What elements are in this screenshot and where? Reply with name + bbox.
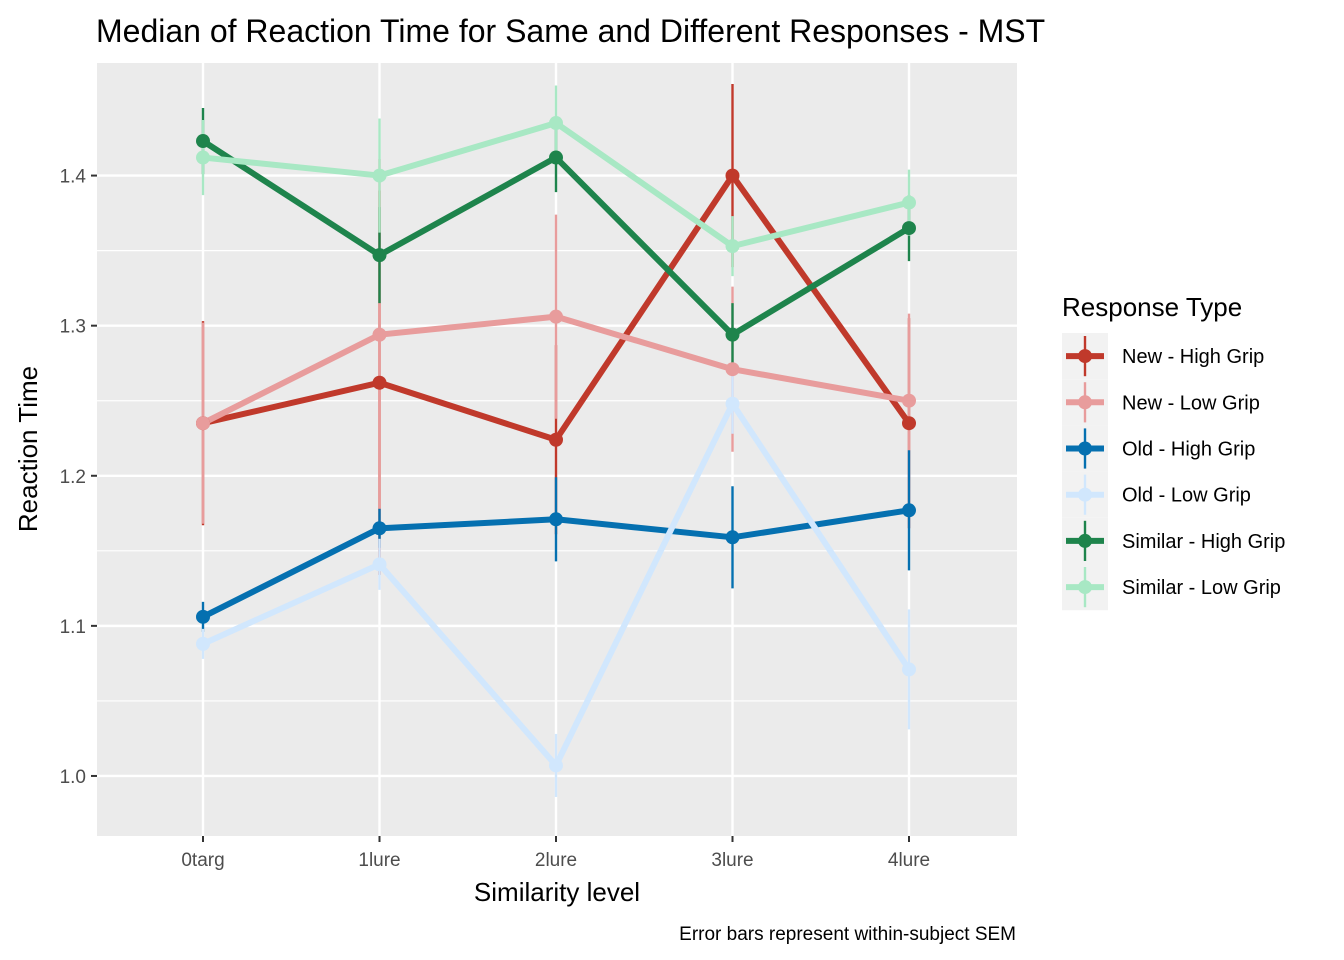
chart-title: Median of Reaction Time for Same and Dif… [96,13,1045,49]
legend: Response Type New - High Grip New - Low G… [1062,292,1285,611]
data-point [372,521,387,536]
data-point [725,168,740,183]
data-point [549,512,563,527]
data-point [372,327,387,342]
legend-label: Similar - High Grip [1122,531,1285,553]
data-point [902,662,916,677]
data-point [372,557,387,572]
legend-label: New - High Grip [1122,346,1264,368]
data-point [372,375,387,390]
y-tick-label: 1.4 [60,167,87,188]
data-point [902,195,916,210]
data-point [196,150,210,165]
data-point [196,416,210,431]
x-tick-label: 0targ [181,850,224,871]
legend-key-point [1078,533,1092,548]
legend-key-point [1078,580,1092,595]
x-axis: 0targ 1lure 2lure 3lure 4lure [181,836,930,871]
y-tick-label: 1.3 [60,317,86,338]
x-tick-label: 1lure [358,850,400,871]
data-point [902,393,916,408]
data-points [196,116,916,773]
y-tick-label: 1.0 [60,767,86,788]
data-point [549,116,563,131]
y-tick-label: 1.1 [60,617,86,638]
legend-items: New - High Grip New - Low Grip Old - High … [1062,333,1285,611]
data-point [372,248,387,263]
chart-caption: Error bars represent within-subject SEM [679,924,1016,945]
data-point [902,503,916,518]
data-point [725,362,740,377]
data-point [549,309,563,324]
legend-key-point [1078,349,1092,364]
data-point [902,221,916,236]
y-tick-label: 1.2 [60,467,86,488]
data-point [725,239,740,254]
legend-label: New - Low Grip [1122,392,1260,414]
x-tick-label: 4lure [888,850,930,871]
legend-title: Response Type [1062,292,1242,322]
legend-key-point [1078,441,1092,456]
y-axis-title: Reaction Time [13,366,43,532]
legend-label: Old - Low Grip [1122,485,1251,507]
x-axis-title: Similarity level [474,877,640,907]
legend-label: Similar - Low Grip [1122,577,1281,599]
data-point [902,416,916,431]
x-tick-label: 2lure [535,850,577,871]
data-point [549,758,563,773]
data-point [725,530,740,545]
data-point [196,636,210,651]
data-point [196,609,210,624]
legend-key-point [1078,487,1092,502]
data-point [725,396,740,411]
data-point [372,168,387,183]
y-axis: 1.0 1.1 1.2 1.3 1.4 [60,167,97,788]
legend-label: Old - High Grip [1122,439,1255,461]
data-point [725,327,740,342]
data-point [196,134,210,149]
x-tick-label: 3lure [711,850,753,871]
data-point [549,432,563,447]
data-point [549,150,563,165]
legend-key-point [1078,395,1092,410]
